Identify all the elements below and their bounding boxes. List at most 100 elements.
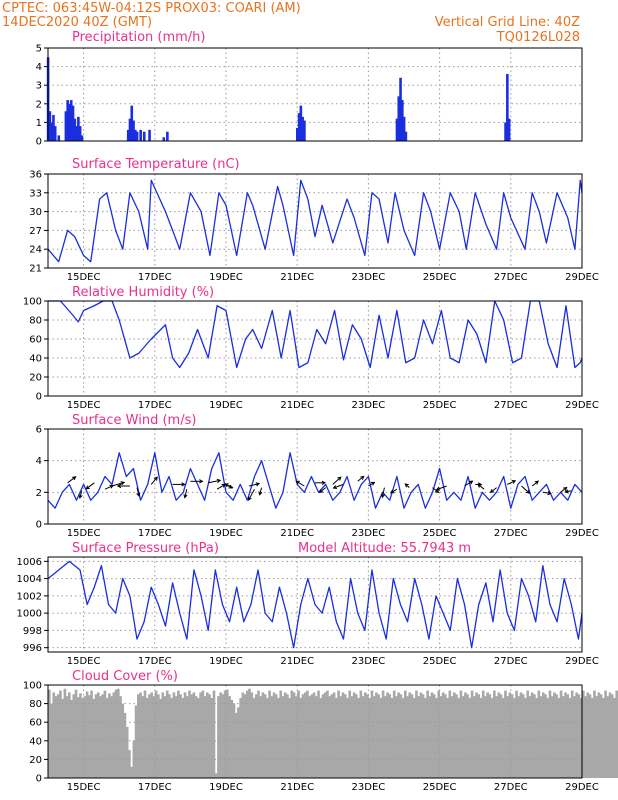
- cloud-cover-bar: [152, 696, 156, 778]
- cloud-cover-bar: [312, 692, 316, 778]
- cloud-cover-bar: [76, 697, 80, 778]
- cloud-cover-bar: [321, 694, 325, 778]
- wind-arrow-head: [295, 480, 300, 485]
- cloud-cover-bar: [455, 694, 458, 778]
- cloud-cover-bar: [279, 690, 283, 778]
- precipitation-bar: [399, 77, 402, 141]
- wind-arrow-shaft: [150, 476, 158, 485]
- wind-arrow: [332, 476, 342, 485]
- humidity-xtick: 27DEC: [494, 400, 528, 411]
- cloud-cover-bar: [388, 694, 392, 778]
- wind-arrow-head: [511, 480, 517, 484]
- wind-arrow: [489, 487, 497, 494]
- cloud-cover-bar: [185, 696, 189, 778]
- cloud-cover-bar: [161, 692, 165, 778]
- precipitation-bar: [52, 114, 55, 141]
- humidity-xtick: 15DEC: [67, 400, 101, 411]
- precipitation-bar: [506, 74, 509, 141]
- humidity-xtick: 23DEC: [352, 400, 386, 411]
- cloud-cover-bar: [252, 698, 256, 778]
- cloud-cover-bar: [441, 692, 445, 778]
- precipitation-bar: [404, 131, 408, 141]
- wind-arrow-head: [85, 485, 90, 490]
- cloud-cover-bar: [383, 696, 387, 778]
- humidity-title: Relative Humidity (%): [72, 285, 214, 300]
- cloud-cover-bar: [424, 698, 427, 778]
- cloud-cover-bar: [116, 688, 120, 778]
- cloud-cover-bar: [88, 695, 91, 778]
- cloud-cover-bar: [570, 690, 574, 778]
- cloud-cover-bar: [479, 698, 483, 778]
- wind-arrow-shaft: [216, 483, 226, 490]
- cloud-cover-bar: [286, 694, 289, 778]
- cloud-cover-bar: [159, 698, 162, 778]
- wind-xtick: 19DEC: [209, 528, 243, 539]
- precipitation-bar: [128, 118, 132, 141]
- precipitation-bar: [162, 137, 166, 141]
- precipitation-bar: [69, 100, 73, 141]
- cloud-cover-bar: [508, 692, 512, 778]
- cloud-cover-bar: [501, 698, 505, 778]
- cloud-cover-bar: [241, 692, 245, 778]
- cloud-cover-bar: [221, 694, 225, 778]
- wind-arrow-shaft: [531, 480, 539, 487]
- header-model: TQ0126L028: [496, 30, 580, 45]
- cloud-cover-bar: [575, 692, 578, 778]
- cloud-cover-bar: [417, 696, 420, 778]
- cloud-cover-bar: [52, 692, 56, 778]
- precipitation-ytick: 5: [36, 44, 42, 55]
- cloud-cover-bar: [61, 698, 64, 778]
- cloud-cover-bar: [486, 692, 489, 778]
- precipitation-bar: [73, 118, 77, 141]
- cloud-cover-bar: [250, 692, 254, 778]
- wind-arrow: [390, 488, 398, 494]
- humidity-ytick: 100: [23, 297, 42, 308]
- cloud-cover-bar: [559, 690, 563, 778]
- cloud-cover-bar: [452, 692, 456, 778]
- precipitation-bar: [507, 118, 511, 141]
- precipitation-bar: [64, 111, 68, 141]
- pressure-ytick: 1002: [17, 591, 42, 602]
- cloud-cover-xtick: 19DEC: [209, 782, 243, 793]
- wind-arrow-shaft: [208, 479, 221, 484]
- cloud-cover-bar: [74, 689, 78, 778]
- pressure-xtick: 17DEC: [138, 656, 172, 667]
- cloud-cover-bar: [561, 696, 565, 778]
- precipitation-bar: [53, 126, 57, 141]
- wind-arrow-head: [564, 489, 569, 494]
- cloud-cover-bar: [544, 694, 547, 778]
- wind-arrow-shaft: [333, 483, 344, 489]
- cloud-cover-bar: [448, 690, 452, 778]
- cloud-cover-bar: [599, 694, 603, 778]
- cloud-cover-bar: [237, 707, 240, 778]
- cloud-cover-bar: [557, 698, 561, 778]
- cloud-cover-bar: [123, 712, 127, 778]
- wind-arrow: [521, 485, 531, 494]
- wind-arrow: [531, 480, 540, 487]
- wind-arrow-shaft: [464, 480, 473, 487]
- cloud-cover-bar: [48, 689, 51, 778]
- cloud-cover-bar: [119, 696, 122, 778]
- wind-arrow-shaft: [319, 487, 327, 493]
- cloud-cover-bar: [183, 692, 187, 778]
- wind-arrow-shaft: [477, 484, 485, 490]
- wind-xtick: 27DEC: [494, 528, 528, 539]
- wind-arrow-shaft: [542, 491, 551, 494]
- cloud-cover-bar: [228, 696, 231, 778]
- cloud-cover-bar: [259, 696, 263, 778]
- cloud-cover-bar: [506, 696, 509, 778]
- wind-arrow: [295, 480, 305, 487]
- cloud-cover-bar: [317, 690, 320, 778]
- cloud-cover-title: Cloud Cover (%): [72, 669, 178, 684]
- wind-arrow-head: [228, 484, 233, 489]
- cloud-cover-bar: [386, 692, 389, 778]
- cloud-cover-xtick: 29DEC: [565, 782, 599, 793]
- cloud-cover-bar: [68, 692, 71, 778]
- wind-arrow-head: [183, 494, 188, 499]
- cloud-cover-bar: [145, 698, 149, 778]
- wind-ytick: 4: [36, 456, 42, 467]
- cloud-cover-ytick: 100: [23, 681, 42, 692]
- cloud-cover-bar: [477, 694, 481, 778]
- wind-arrow-head: [199, 479, 204, 484]
- cloud-cover-bar: [468, 698, 472, 778]
